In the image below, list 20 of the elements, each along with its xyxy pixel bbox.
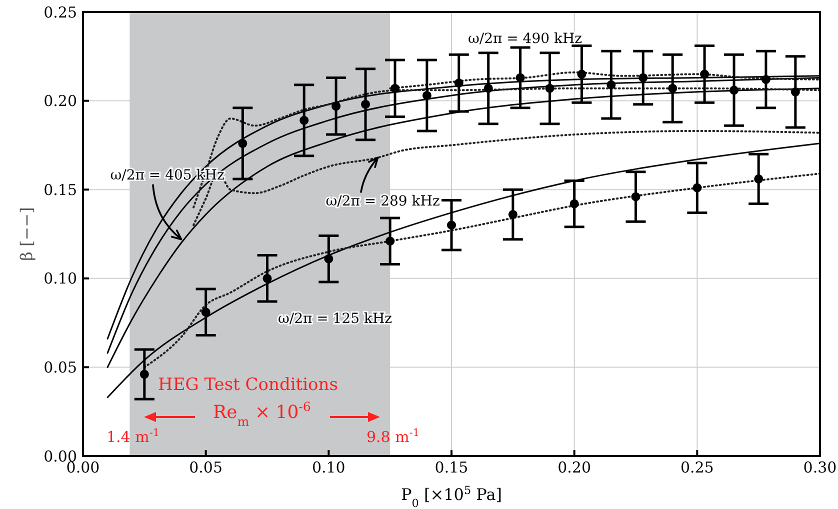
x-tick-label: 0.10 <box>312 458 346 477</box>
x-tick-label: 0.30 <box>803 458 837 477</box>
annotation: Re$_{m}$ × 10$^{-6}$ <box>213 398 311 428</box>
x-tick-label: 0.15 <box>434 458 468 477</box>
annotation: 9.8 m$^{-1}$ <box>366 427 420 446</box>
annotation: ω/2π = 289 kHz <box>326 194 440 210</box>
y-axis-title: β [−−] <box>17 207 36 261</box>
annotation: 1.4 m$^{-1}$ <box>106 427 160 446</box>
y-tick-label: 0.20 <box>44 92 77 110</box>
x-tick-label: 0.20 <box>558 458 592 477</box>
x-tick-label: 0.25 <box>680 458 714 477</box>
x-axis-title: P$_{0}$ [×10$^{5}$ Pa] <box>400 484 502 509</box>
annotation: ω/2π = 490 kHz <box>468 31 582 47</box>
annotation: ω/2π = 125 kHz <box>278 311 392 327</box>
y-tick-label: 0.15 <box>44 180 77 199</box>
y-tick-label: 0.05 <box>44 358 77 377</box>
annotation: HEG Test Conditions <box>158 375 338 395</box>
y-tick-label: 0.10 <box>44 270 77 288</box>
y-tick-label: 0.25 <box>44 3 77 22</box>
x-tick-label: 0.05 <box>189 458 223 477</box>
